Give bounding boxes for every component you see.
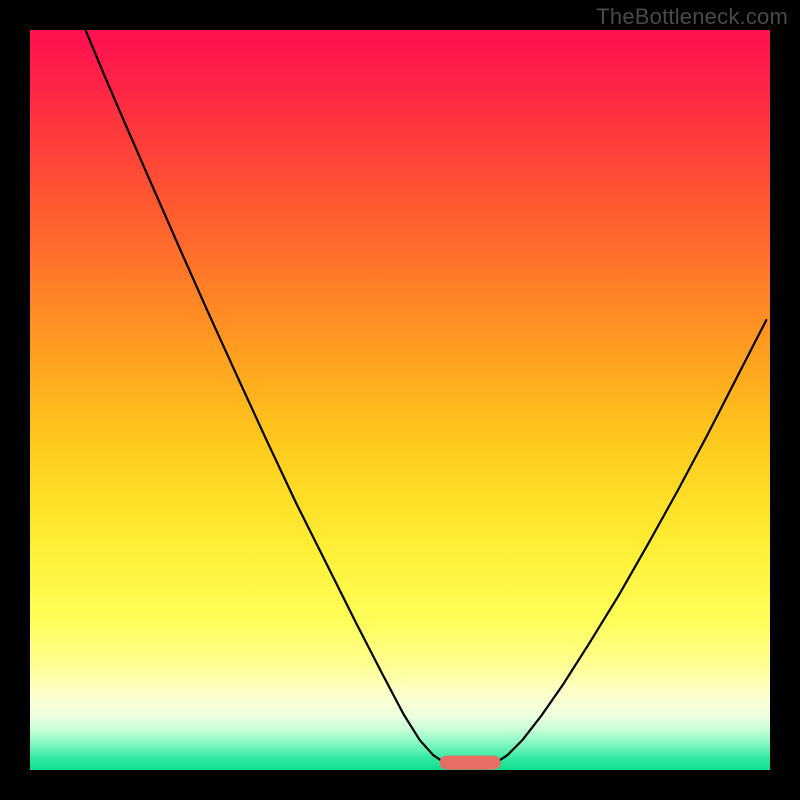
optimal-marker <box>440 755 501 770</box>
curve-left <box>86 30 445 763</box>
bottleneck-curve <box>30 30 770 770</box>
curve-right <box>496 320 766 763</box>
watermark-text: TheBottleneck.com <box>596 4 788 30</box>
chart-container: TheBottleneck.com <box>0 0 800 800</box>
plot-area <box>30 30 770 770</box>
